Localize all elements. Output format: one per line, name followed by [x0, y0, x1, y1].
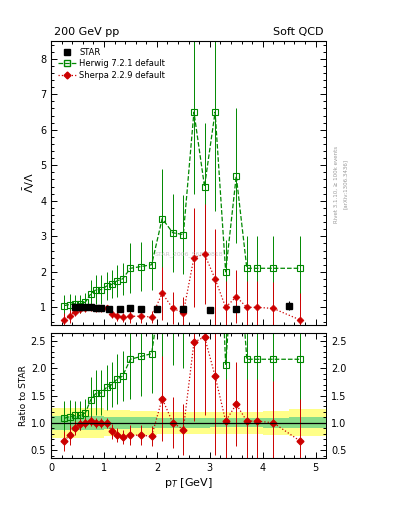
Y-axis label: $\bar{\Lambda}/\Lambda$: $\bar{\Lambda}/\Lambda$ [22, 173, 37, 194]
Legend: STAR, Herwig 7.2.1 default, Sherpa 2.2.9 default: STAR, Herwig 7.2.1 default, Sherpa 2.2.9… [55, 45, 168, 82]
Text: Soft QCD: Soft QCD [273, 27, 323, 37]
Y-axis label: Ratio to STAR: Ratio to STAR [19, 365, 28, 426]
Text: STAR_2006_S6860818: STAR_2006_S6860818 [154, 251, 223, 257]
Text: Rivet 3.1.10, ≥ 100k events: Rivet 3.1.10, ≥ 100k events [334, 146, 338, 223]
X-axis label: p$_{T}$ [GeV]: p$_{T}$ [GeV] [164, 476, 213, 490]
Text: 200 GeV pp: 200 GeV pp [54, 27, 119, 37]
Text: [arXiv:1306.3436]: [arXiv:1306.3436] [343, 159, 347, 209]
